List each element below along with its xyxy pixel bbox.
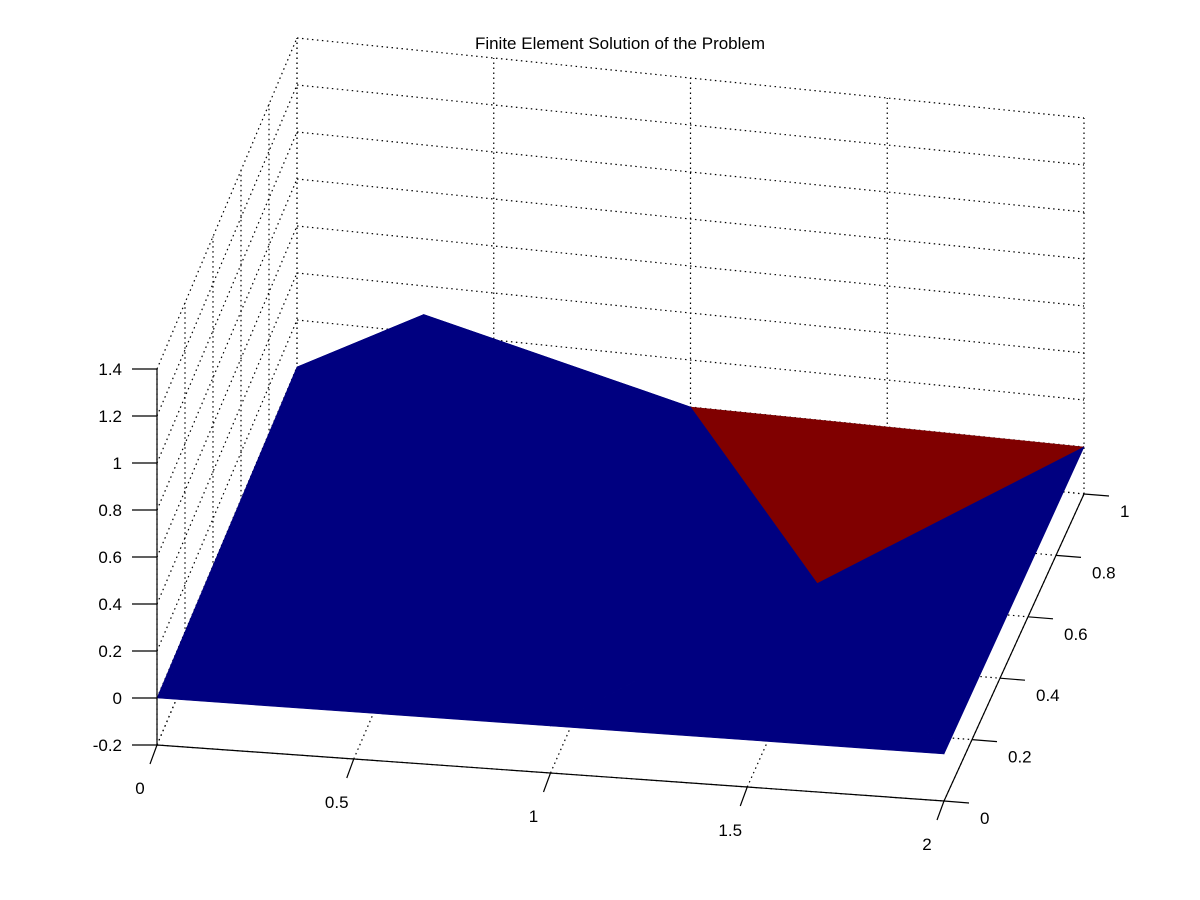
x-tick-label: 0 [135, 779, 144, 798]
grid-line [156, 84, 298, 417]
y-tick-label: 0.4 [1036, 686, 1060, 705]
x-tick-mark [542, 772, 552, 793]
chart-title: Finite Element Solution of the Problem [475, 34, 765, 53]
grid-line [156, 37, 298, 370]
x-tick-label: 2 [922, 835, 931, 854]
grid-line [296, 131, 1085, 213]
x-tick-mark [936, 800, 945, 821]
x-tick-mark [739, 786, 748, 807]
grid-line [296, 319, 1085, 401]
z-tick-label: -0.2 [93, 736, 122, 755]
grid-line [296, 178, 1085, 260]
x-tick-label: 1 [529, 807, 538, 826]
x-tick-mark [346, 758, 355, 779]
y-tick-label: 0.8 [1092, 563, 1116, 582]
z-tick-label: 0.4 [98, 595, 122, 614]
axes-layer: 0 0.5 1 1.5 2 0 0.2 0.4 0.6 0.8 1 -0.2 0 0.2 0.4 0.6 0.8… [93, 360, 1130, 854]
y-tick-label: 0.2 [1008, 748, 1032, 767]
y-tick-label: 0 [980, 809, 989, 828]
y-tick-mark [1083, 493, 1110, 497]
z-tick-label: 0 [113, 689, 122, 708]
grid-line [296, 37, 1085, 119]
y-tick-mark [971, 739, 998, 743]
grid-line [296, 225, 1085, 307]
y-tick-label: 1 [1120, 502, 1129, 521]
surface-element [156, 314, 551, 727]
z-tick-label: 1 [113, 454, 122, 473]
z-tick-label: 1.4 [98, 360, 122, 379]
x-tick-mark [149, 744, 158, 765]
z-tick-label: 0.8 [98, 501, 122, 520]
y-tick-label: 0.6 [1064, 625, 1088, 644]
grid-line [296, 84, 1085, 166]
y-tick-mark [1027, 616, 1054, 620]
x-tick-label: 0.5 [325, 793, 349, 812]
y-tick-mark [1055, 554, 1082, 558]
y-axis-line [943, 493, 1085, 802]
grid-line [156, 131, 298, 464]
z-tick-label: 0.2 [98, 642, 122, 661]
z-tick-label: 1.2 [98, 407, 122, 426]
z-tick-label: 0.6 [98, 548, 122, 567]
surface-element [550, 583, 945, 755]
x-tick-label: 1.5 [718, 821, 742, 840]
grid-line [296, 272, 1085, 354]
y-tick-mark [999, 677, 1026, 681]
y-tick-mark [943, 800, 970, 804]
surface-layer [156, 314, 1085, 755]
